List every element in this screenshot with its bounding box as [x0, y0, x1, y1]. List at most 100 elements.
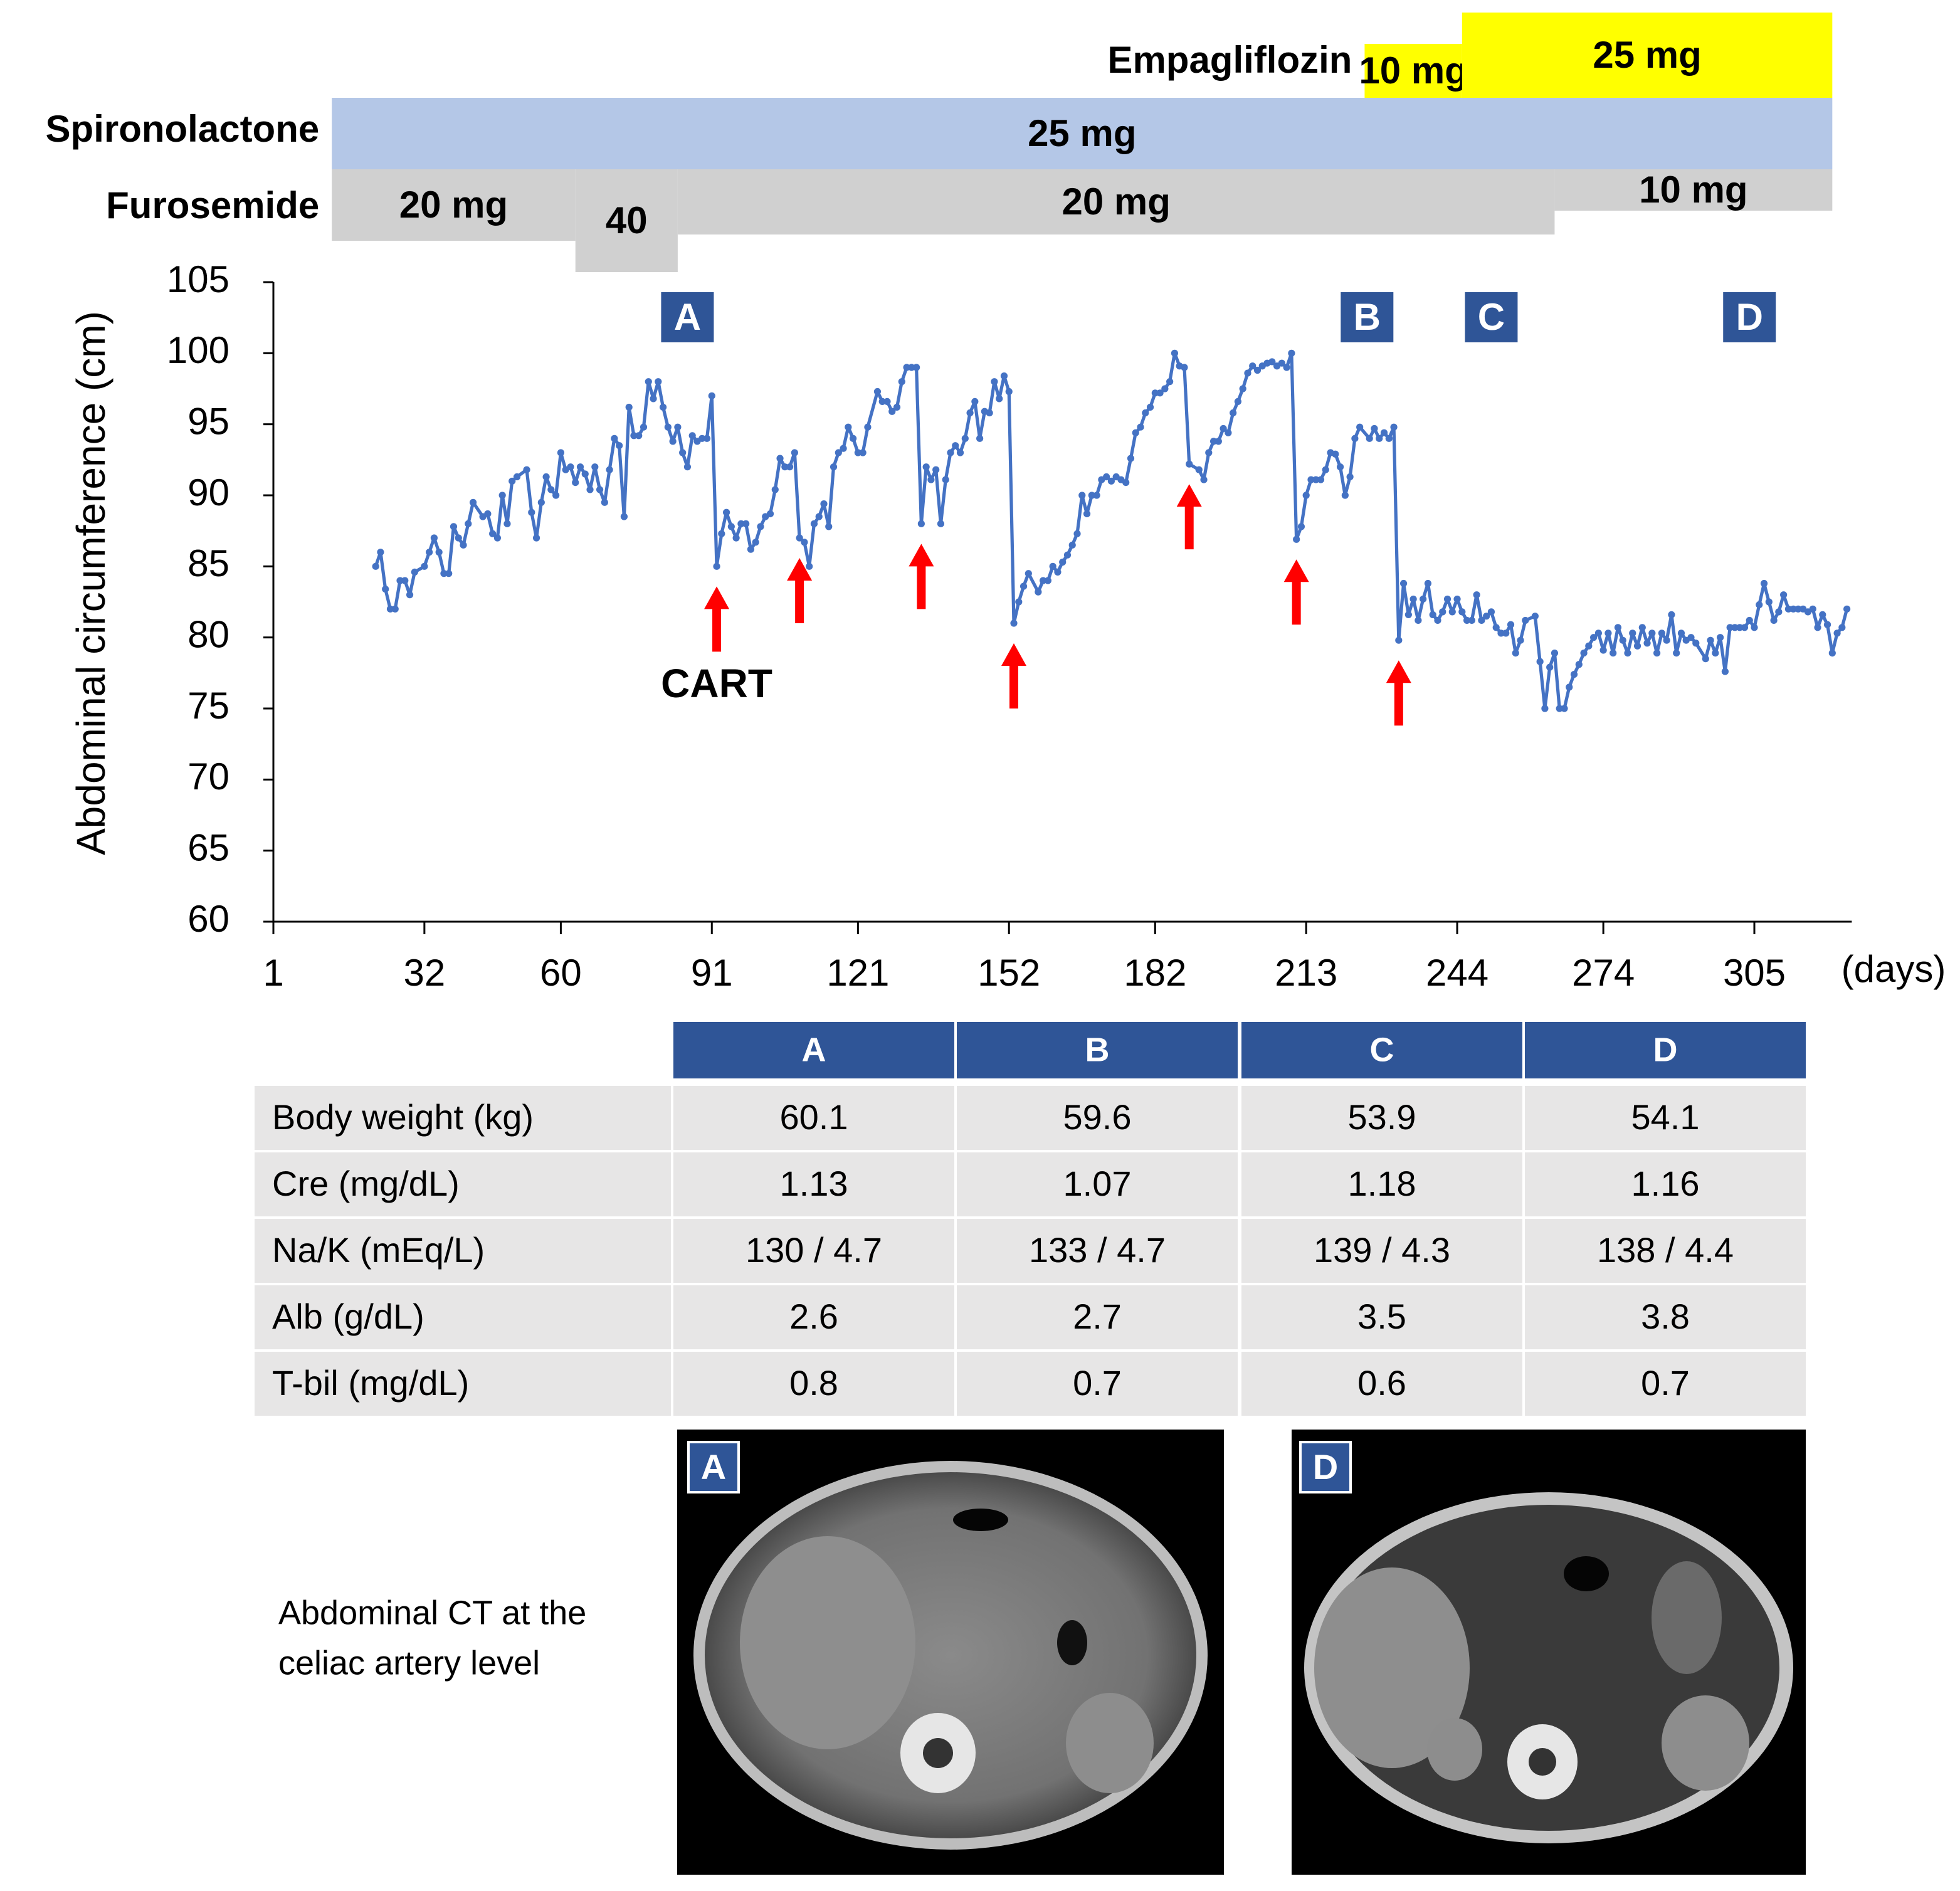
- data-point: [1673, 650, 1680, 657]
- data-point: [386, 605, 394, 613]
- data-point: [937, 520, 945, 527]
- data-point: [908, 364, 915, 371]
- data-point: [1366, 435, 1373, 442]
- y-tick-label: 65: [187, 827, 229, 869]
- data-point: [635, 432, 643, 440]
- data-point: [1341, 492, 1349, 499]
- table-row-label-cell: [255, 1285, 671, 1349]
- data-point: [1103, 473, 1110, 481]
- data-point: [1712, 650, 1719, 657]
- data-point: [1181, 364, 1188, 371]
- regimen-bar: [1554, 169, 1833, 211]
- table-row-label-cell: [255, 1086, 671, 1150]
- stage-label: C: [1478, 296, 1505, 338]
- x-tick-label: 213: [1275, 952, 1337, 994]
- table-cell: [957, 1219, 1238, 1283]
- data-point: [586, 486, 594, 493]
- dose-label: 20 mg: [1062, 181, 1170, 223]
- table-row-label: Na/K (mEq/L): [272, 1230, 485, 1270]
- data-point: [747, 545, 755, 553]
- data-point: [854, 449, 861, 456]
- data-point: [708, 392, 715, 399]
- data-point: [1668, 611, 1675, 619]
- data-point: [1127, 455, 1135, 462]
- data-point: [1614, 624, 1622, 631]
- data-point: [1692, 640, 1700, 647]
- data-point: [1458, 608, 1466, 616]
- data-point: [806, 562, 813, 570]
- data-point: [1643, 640, 1651, 647]
- data-point: [581, 470, 589, 478]
- y-tick-label: 80: [187, 614, 229, 656]
- regimen-bar: [332, 98, 1833, 169]
- data-point: [1220, 424, 1227, 433]
- cart-arrow: [787, 558, 813, 623]
- data-point: [1020, 582, 1028, 590]
- data-point: [1443, 595, 1452, 603]
- data-point: [1843, 605, 1851, 613]
- x-tick-label: 121: [826, 952, 889, 994]
- data-point: [1073, 530, 1081, 537]
- cart-arrow: [704, 586, 730, 652]
- data-point: [557, 449, 565, 456]
- cart-arrow: [1176, 484, 1202, 550]
- data-point: [722, 508, 730, 516]
- data-point: [956, 449, 964, 456]
- data-point: [986, 409, 993, 417]
- data-point: [1624, 650, 1631, 657]
- stage-label: A: [674, 296, 701, 338]
- data-point: [1297, 523, 1305, 530]
- data-point: [465, 520, 472, 527]
- ct-liver: [1314, 1567, 1470, 1768]
- data-point: [484, 510, 492, 518]
- table-value: 2.7: [1073, 1297, 1122, 1336]
- data-point: [698, 435, 706, 442]
- ct-kidney: [1066, 1693, 1154, 1793]
- data-point: [377, 549, 384, 556]
- data-point: [1570, 671, 1578, 678]
- data-point: [1429, 611, 1436, 619]
- data-point: [1633, 642, 1641, 650]
- data-point: [1395, 636, 1403, 644]
- table-value: 60.1: [780, 1097, 848, 1137]
- y-tick-label: 95: [187, 401, 229, 443]
- data-point: [1225, 429, 1232, 436]
- data-point: [1151, 389, 1159, 397]
- data-point: [450, 523, 458, 530]
- table-value: 0.6: [1357, 1363, 1406, 1403]
- data-point: [961, 435, 969, 442]
- data-point: [742, 520, 750, 527]
- x-tick-label: 274: [1572, 952, 1635, 994]
- data-point: [991, 378, 998, 386]
- table-header-cell: [1525, 1022, 1806, 1078]
- data-point: [426, 549, 433, 556]
- data-point: [1784, 605, 1792, 613]
- x-axis-label: (days): [1841, 948, 1946, 990]
- ct-kidney: [1427, 1718, 1482, 1781]
- table-cell: [1525, 1219, 1806, 1283]
- data-point: [820, 500, 828, 508]
- data-point: [498, 492, 506, 499]
- data-point: [1561, 705, 1568, 712]
- table-row-label: T-bil (mg/dL): [272, 1363, 469, 1403]
- stage-label: B: [1354, 296, 1381, 338]
- data-point: [878, 398, 886, 406]
- data-point: [873, 387, 882, 396]
- stage-marker: [1720, 290, 1779, 345]
- data-point: [883, 398, 891, 406]
- ct-gas: [1057, 1620, 1087, 1665]
- data-point: [606, 466, 613, 473]
- table-row-label: Cre (mg/dL): [272, 1164, 460, 1203]
- data-point: [1741, 624, 1749, 631]
- data-point: [771, 486, 779, 493]
- data-point: [1078, 492, 1086, 499]
- table-value: 133 / 4.7: [1029, 1230, 1166, 1270]
- data-point: [947, 449, 954, 456]
- data-point: [1473, 591, 1480, 599]
- data-point: [1132, 429, 1139, 436]
- data-point: [776, 455, 784, 462]
- ct-gas: [953, 1509, 1008, 1531]
- data-point: [1186, 460, 1193, 468]
- data-point: [1293, 535, 1300, 543]
- table-value: 3.8: [1641, 1297, 1690, 1336]
